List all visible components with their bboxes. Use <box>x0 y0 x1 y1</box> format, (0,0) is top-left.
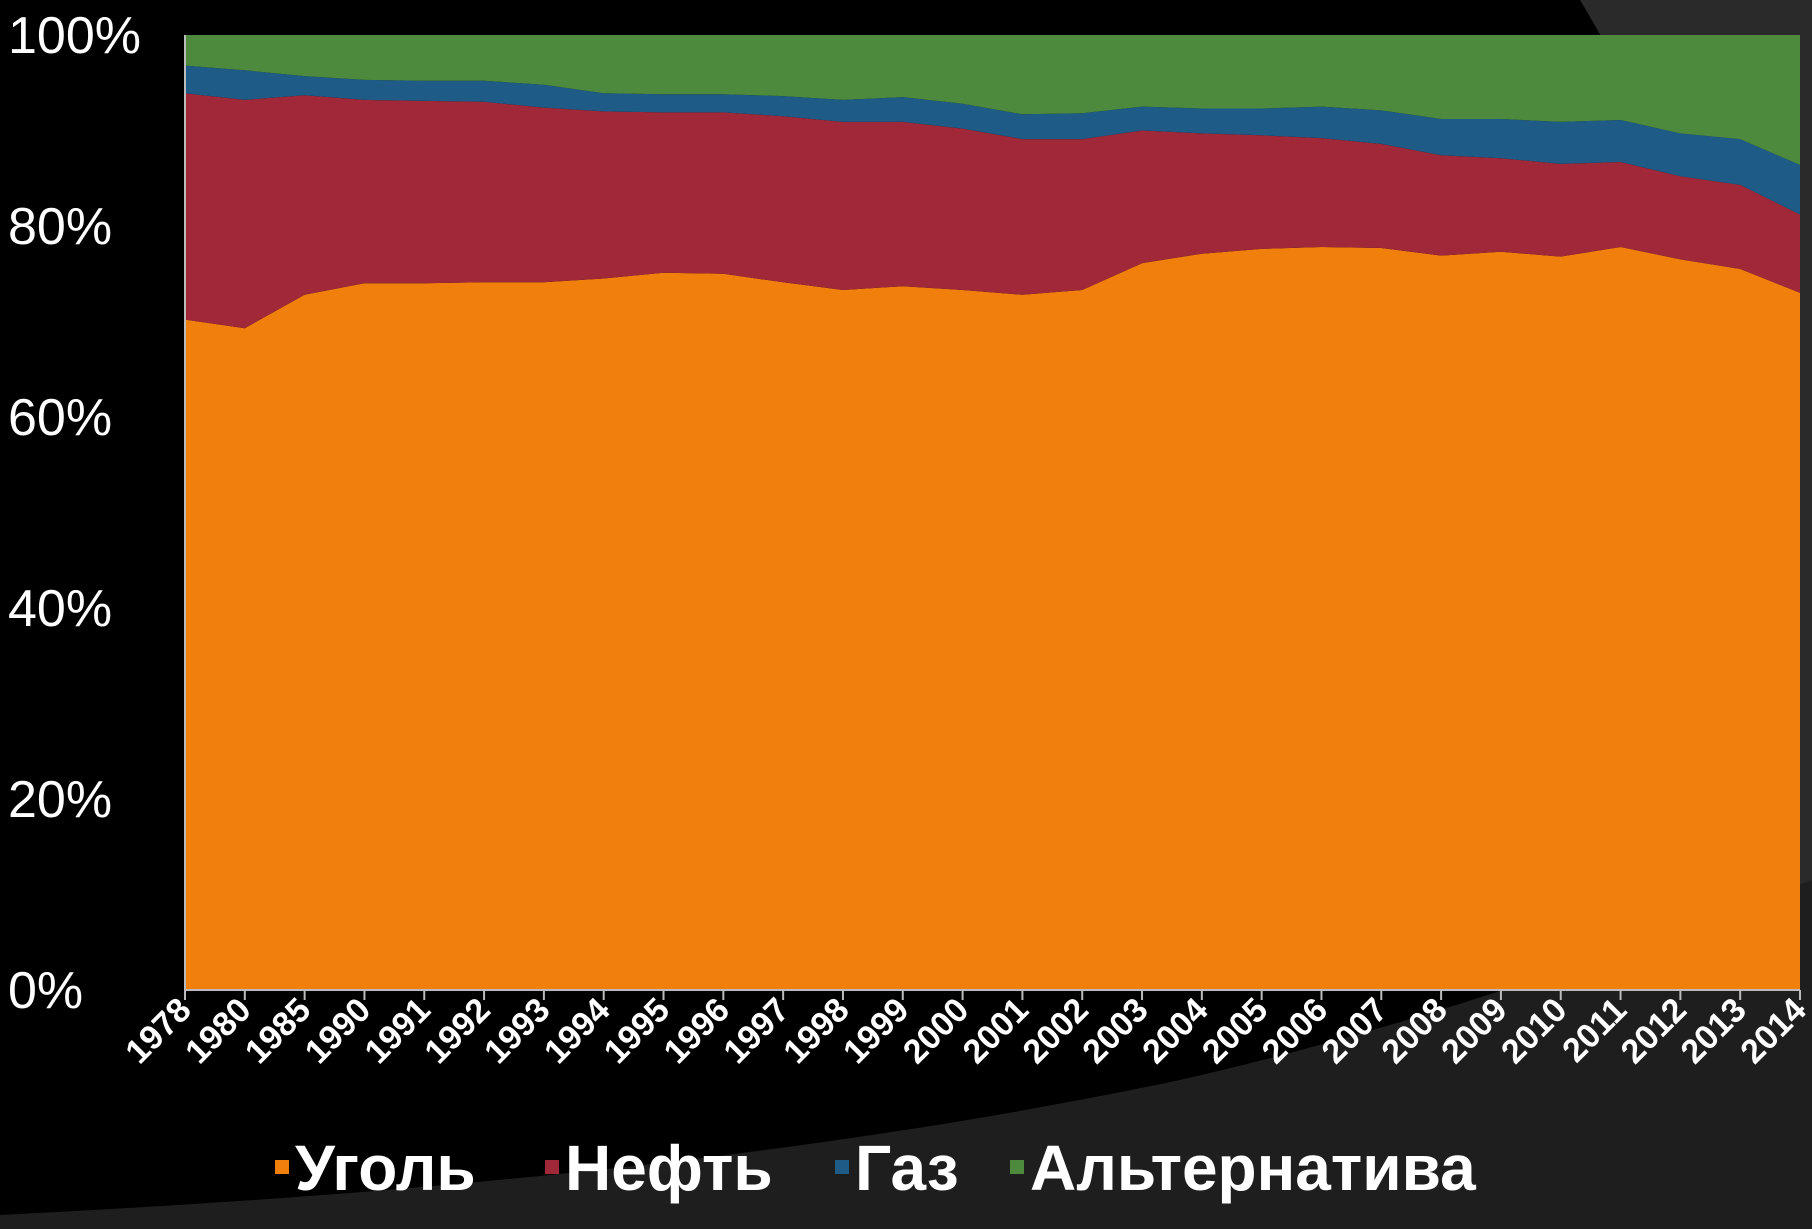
legend-label-alternative: Альтернатива <box>1030 1132 1476 1204</box>
background-swoosh-bottom <box>0 880 1812 1229</box>
plot-area <box>185 35 1800 990</box>
x-tick-label-1991: 1991 <box>358 991 438 1071</box>
x-tick-label-1995: 1995 <box>597 991 677 1071</box>
area-series-coal <box>185 247 1800 990</box>
legend-swatch-oil <box>545 1160 559 1174</box>
x-tick-label-1997: 1997 <box>716 991 796 1071</box>
x-tick-label-1990: 1990 <box>298 991 378 1071</box>
legend-swatch-alternative <box>1010 1160 1024 1174</box>
x-tick-label-1993: 1993 <box>477 991 557 1071</box>
x-tick-label-1996: 1996 <box>657 991 737 1071</box>
x-tick-label-2001: 2001 <box>956 991 1036 1071</box>
legend-label-oil: Нефть <box>565 1132 773 1204</box>
x-tick-label-1994: 1994 <box>537 991 617 1071</box>
area-series-alternative <box>185 35 1800 165</box>
y-tick-label-20pct: 20% <box>8 771 112 829</box>
y-tick-label-100pct: 100% <box>8 7 141 65</box>
legend-swatch-gas <box>835 1160 849 1174</box>
x-tick-label-1978: 1978 <box>118 991 198 1071</box>
x-tick-label-2002: 2002 <box>1016 991 1096 1071</box>
legend-swatch-coal <box>275 1160 289 1174</box>
y-tick-label-0pct: 0% <box>8 962 83 1020</box>
legend-label-coal: Уголь <box>295 1132 476 1204</box>
x-tick-label-2004: 2004 <box>1135 991 1215 1071</box>
x-tick-label-1999: 1999 <box>836 991 916 1071</box>
y-axis: 0% 20% 40% 60% 80% 100% <box>8 7 186 1020</box>
x-tick-label-2000: 2000 <box>896 991 976 1071</box>
x-tick-label-2005: 2005 <box>1195 991 1275 1071</box>
y-tick-label-40pct: 40% <box>8 580 112 638</box>
y-tick-label-80pct: 80% <box>8 198 112 256</box>
x-tick-label-1985: 1985 <box>238 991 318 1071</box>
x-tick-label-2003: 2003 <box>1075 991 1155 1071</box>
x-tick-label-1992: 1992 <box>417 991 497 1071</box>
legend-label-gas: Газ <box>855 1132 959 1204</box>
area-series-oil <box>185 93 1800 329</box>
legend: Уголь Нефть Газ Альтернатива <box>275 1132 1476 1204</box>
x-tick-label-1998: 1998 <box>776 991 856 1071</box>
y-tick-label-60pct: 60% <box>8 389 112 447</box>
area-series-gas <box>185 65 1800 215</box>
x-tick-label-1980: 1980 <box>178 991 258 1071</box>
